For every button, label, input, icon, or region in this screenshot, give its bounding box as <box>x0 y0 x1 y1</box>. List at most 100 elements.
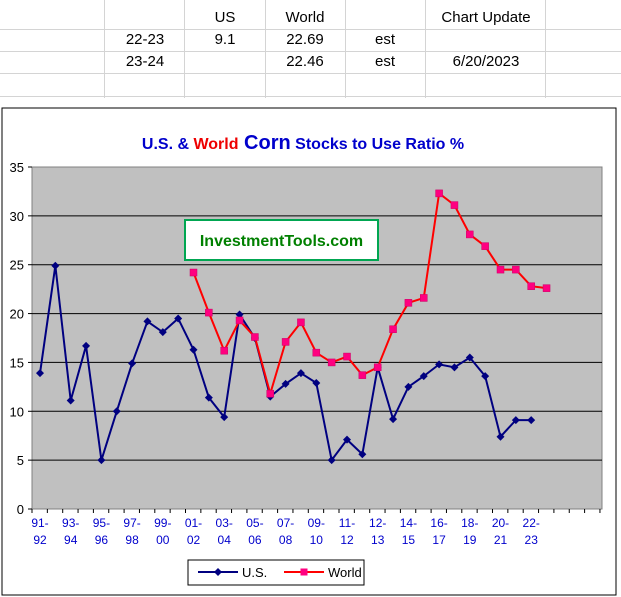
x-tick-label: 91- <box>31 516 48 530</box>
world-point <box>404 299 413 307</box>
us-point <box>51 261 60 270</box>
x-tick-label: 07- <box>277 516 294 530</box>
x-tick-label: 18- <box>461 516 478 530</box>
world-point <box>481 242 489 250</box>
legend-marker <box>300 568 308 576</box>
x-tick-label: 92 <box>33 533 47 547</box>
grid-line <box>265 0 266 98</box>
us-point <box>358 450 367 459</box>
chart-title-part: World <box>193 136 238 153</box>
us-point <box>465 353 474 362</box>
x-tick-label: 02 <box>187 533 201 547</box>
us-point <box>174 314 183 323</box>
x-tick-label: 16- <box>430 516 447 530</box>
row2-note[interactable]: est <box>374 53 395 70</box>
us-point <box>235 310 244 319</box>
world-point <box>496 265 505 274</box>
y-tick-label: 25 <box>10 258 24 273</box>
grid-line <box>0 51 621 52</box>
world-point <box>435 189 443 198</box>
grid-line <box>0 96 621 97</box>
world-point <box>327 358 336 367</box>
chart-title-part: Corn <box>239 132 291 154</box>
grid-line <box>0 29 621 30</box>
us-point <box>312 378 321 387</box>
legend-label-world: World <box>328 565 362 580</box>
x-tick-label: 05- <box>246 516 263 530</box>
row1-us[interactable]: 9.1 <box>214 31 236 48</box>
world-point <box>297 318 305 327</box>
us-point <box>189 345 198 354</box>
us-point <box>419 372 428 381</box>
row2-year[interactable]: 23-24 <box>125 53 165 70</box>
row1-note[interactable]: est <box>374 31 395 48</box>
y-tick-label: 20 <box>10 307 24 322</box>
us-point <box>66 396 75 405</box>
y-tick-label: 35 <box>10 160 24 175</box>
world-point <box>281 338 290 346</box>
y-tick-label: 0 <box>17 502 24 517</box>
header-world[interactable]: World <box>285 9 325 26</box>
row2-world[interactable]: 22.46 <box>286 53 324 70</box>
us-point <box>450 363 459 372</box>
gridlines <box>32 215 602 461</box>
world-point <box>373 363 382 372</box>
legend: U.S. World <box>187 559 365 586</box>
us-point <box>204 393 213 402</box>
watermark-text: InvestmentTools.com <box>200 233 363 250</box>
header-us[interactable]: US <box>214 9 236 26</box>
series-layer <box>36 189 551 465</box>
legend-marker <box>214 568 222 576</box>
x-tick-label: 12- <box>369 516 386 530</box>
x-tick-label: 20- <box>492 516 509 530</box>
us-point <box>220 413 229 422</box>
x-tick-label: 14- <box>400 516 417 530</box>
us-point <box>143 317 152 326</box>
x-tick-label: 01- <box>185 516 202 530</box>
world-point <box>220 346 228 355</box>
x-tick-label: 99- <box>154 516 171 530</box>
row2-date[interactable]: 6/20/2023 <box>452 53 520 70</box>
grid-line <box>104 0 105 98</box>
x-tick-label: 95- <box>93 516 110 530</box>
legend-label-us: U.S. <box>242 565 267 580</box>
header-chart-update[interactable]: Chart Update <box>441 9 531 26</box>
y-tick-label: 15 <box>10 355 24 370</box>
us-point <box>112 407 121 416</box>
grid-line <box>345 0 346 98</box>
x-tick-label: 15 <box>402 533 416 547</box>
us-point <box>128 359 137 368</box>
us-point <box>82 341 91 350</box>
grid-line <box>545 0 546 98</box>
chart-title-part: U.S. & <box>142 136 194 153</box>
chart-title-part: Stocks to Use Ratio % <box>291 136 464 153</box>
us-point <box>389 415 398 424</box>
x-tick-label: 09- <box>308 516 325 530</box>
plot-area <box>31 166 603 510</box>
us-point <box>97 456 106 465</box>
world-point <box>389 325 397 333</box>
us-point <box>296 369 305 378</box>
row1-year[interactable]: 22-23 <box>125 31 165 48</box>
x-tick-label: 19 <box>463 533 477 547</box>
x-tick-label: 03- <box>216 516 233 530</box>
chart-title: U.S. & World Corn Stocks to Use Ratio % <box>142 132 464 154</box>
x-tick-label: 22- <box>523 516 540 530</box>
world-point <box>527 282 535 290</box>
x-tick-label: 98 <box>125 533 139 547</box>
x-tick-label: 23 <box>525 533 539 547</box>
watermark-frame <box>184 219 379 261</box>
world-point <box>266 389 274 398</box>
world-point <box>542 284 551 292</box>
x-tick-label: 13 <box>371 533 385 547</box>
world-point <box>358 371 367 379</box>
x-tick-label: 17 <box>432 533 446 547</box>
row1-world[interactable]: 22.69 <box>286 31 324 48</box>
grid-line <box>0 73 621 74</box>
x-tick-label: 10 <box>310 533 324 547</box>
y-tick-label: 5 <box>17 453 24 468</box>
grid-line <box>184 0 185 98</box>
x-tick-label: 04 <box>218 533 232 547</box>
us-point <box>435 360 444 369</box>
